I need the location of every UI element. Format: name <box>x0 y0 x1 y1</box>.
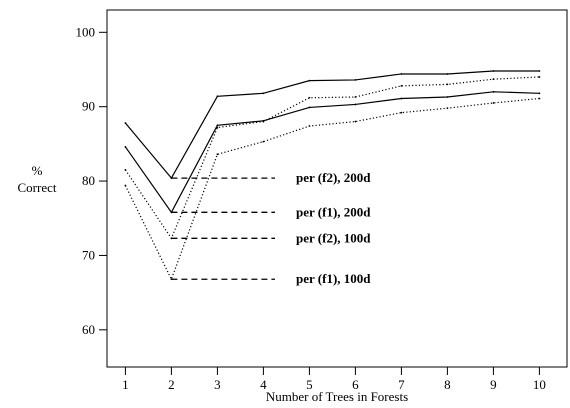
data-point <box>492 78 495 81</box>
data-point <box>216 124 219 127</box>
data-point <box>492 90 495 93</box>
data-point <box>354 120 357 123</box>
data-point <box>446 73 449 75</box>
series-line-per-f2-100d <box>124 76 540 240</box>
y-tick-label: 60 <box>82 322 95 337</box>
y-tick-label: 90 <box>82 99 95 114</box>
data-point <box>446 96 449 98</box>
x-tick-label: 10 <box>533 377 546 392</box>
x-tick-label: 5 <box>306 377 313 392</box>
x-tick-label: 1 <box>122 377 129 392</box>
x-tick-label: 3 <box>214 377 221 392</box>
data-point <box>400 73 403 75</box>
series-line-per-f1-100d <box>124 97 540 281</box>
data-point <box>124 184 127 187</box>
data-point <box>216 153 219 156</box>
x-tick-label: 9 <box>490 377 497 392</box>
x-axis-title: Number of Trees in Forests <box>266 389 408 404</box>
data-point <box>124 169 127 171</box>
data-point <box>216 126 219 129</box>
data-point <box>308 96 311 99</box>
data-point <box>400 97 403 100</box>
series-line-per-f2-200d <box>124 70 540 180</box>
data-point <box>124 122 127 124</box>
data-point <box>446 83 449 86</box>
plot-frame <box>106 9 568 368</box>
data-point <box>492 70 495 72</box>
legend-label-per-f1-200d: per (f1), 200d <box>296 204 371 219</box>
data-point <box>446 107 449 110</box>
data-point <box>400 111 403 114</box>
x-tick-label: 2 <box>168 377 175 392</box>
data-point <box>262 140 265 143</box>
legend-label-per-f2-200d: per (f2), 200d <box>296 170 371 185</box>
y-tick-label: 100 <box>76 24 96 39</box>
data-point <box>262 92 265 95</box>
series-line-per-f1-200d <box>124 91 540 214</box>
y-axis-title-line2: Correct <box>18 180 57 195</box>
data-point <box>354 103 357 106</box>
y-axis-title-line1: % <box>32 163 43 178</box>
x-tick-label: 6 <box>352 377 359 392</box>
x-tick-label: 7 <box>398 377 405 392</box>
data-point <box>124 145 127 148</box>
legend: per (f2), 200d per (f1), 200d per (f2), 10… <box>171 170 371 286</box>
data-point <box>308 125 311 127</box>
data-point <box>308 106 311 109</box>
x-tick-label: 4 <box>260 377 267 392</box>
data-point <box>538 70 541 72</box>
data-point <box>354 96 357 98</box>
data-point <box>538 92 541 95</box>
y-tick-label: 80 <box>82 173 95 188</box>
y-tick-label: 70 <box>82 247 95 262</box>
data-point <box>308 79 311 82</box>
data-point <box>354 79 357 81</box>
data-point <box>216 95 219 98</box>
data-point <box>262 120 265 123</box>
series-lines <box>124 70 541 281</box>
legend-label-per-f1-100d: per (f1), 100d <box>296 271 371 286</box>
axis-ticks: 60 70 80 90 100 1 2 3 4 5 6 7 8 9 10 <box>76 24 546 392</box>
data-point <box>538 76 541 78</box>
data-point <box>400 84 403 87</box>
data-point <box>492 102 495 104</box>
legend-label-per-f2-100d: per (f2), 100d <box>296 230 371 245</box>
x-tick-label: 8 <box>444 377 451 392</box>
data-point <box>538 97 541 100</box>
